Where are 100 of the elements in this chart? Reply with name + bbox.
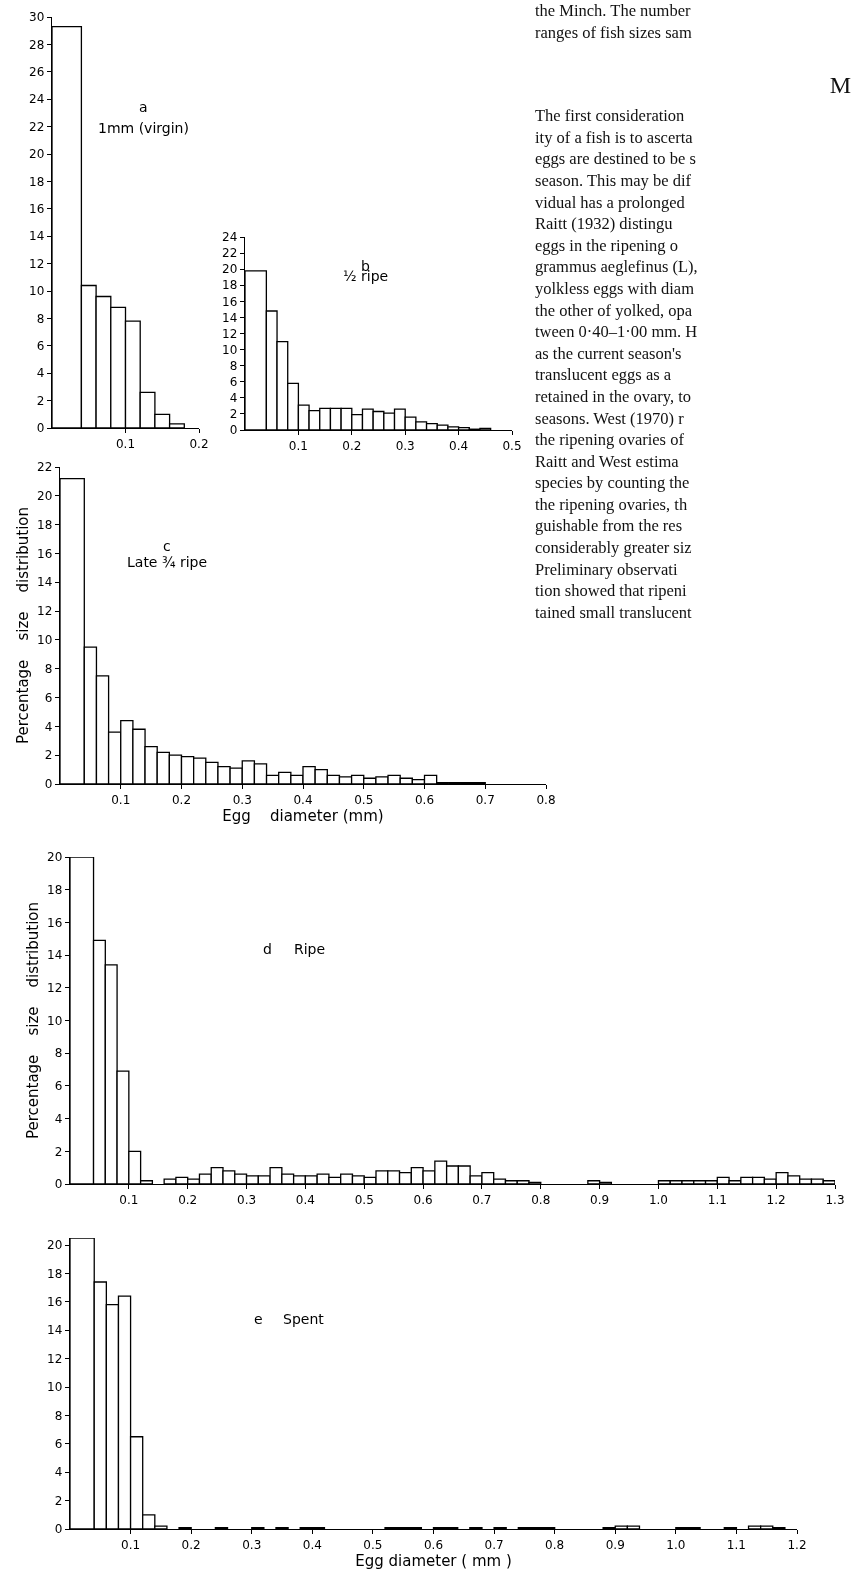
annotation: Raitt and West estima xyxy=(535,450,680,473)
y-tick-label: 20 xyxy=(47,850,63,865)
x-tick-label: 0.3 xyxy=(236,1192,257,1207)
y-tick-label: 16 xyxy=(47,1295,63,1310)
x-tick-label: 0.7 xyxy=(472,1192,492,1207)
annotation: guishable from the res xyxy=(535,515,684,538)
annotation: considerably greater siz xyxy=(535,537,693,559)
y-tick-label: 20 xyxy=(222,262,238,277)
y-tick-label: 10 xyxy=(47,1013,63,1028)
x-tick-label: 0.4 xyxy=(293,792,313,807)
y-tick-label: 24 xyxy=(222,230,238,245)
y-tick-label: 18 xyxy=(222,278,238,293)
y-tick-label: 2 xyxy=(229,407,238,422)
y-tick-label: 10 xyxy=(222,342,238,357)
annotation: Late ¾ ripe xyxy=(127,554,208,570)
annotation: Preliminary observati xyxy=(535,558,679,581)
text: grammus aeglefinus (L), xyxy=(535,256,699,278)
x-tick-label: 0.6 xyxy=(413,1192,433,1207)
y-tick-label: 18 xyxy=(29,174,45,189)
annotation: Ripe xyxy=(294,941,326,957)
x-tick-label: 0.2 xyxy=(181,1537,201,1552)
y-tick-label: 8 xyxy=(54,1046,63,1061)
y-tick-label: 20 xyxy=(37,489,53,504)
y-tick-label: 16 xyxy=(37,546,53,561)
text: vidual has a prolonged xyxy=(535,191,686,214)
y-tick-label: 14 xyxy=(47,1323,63,1338)
y-tick-label: 0 xyxy=(54,1177,63,1192)
y-tick-label: 6 xyxy=(44,690,53,705)
annotation: tained small translucent xyxy=(535,601,693,624)
y-tick-label: 14 xyxy=(29,229,45,244)
y-tick-label: 16 xyxy=(222,294,238,309)
text: The first consideration xyxy=(535,105,686,127)
y-tick-label: 18 xyxy=(47,1266,63,1281)
x-tick-label: 0.1 xyxy=(111,792,131,807)
text: season. This may be dif xyxy=(535,169,692,192)
x-tick-label: 0.5 xyxy=(502,438,522,453)
x-tick-label: 0.8 xyxy=(536,792,556,807)
y-tick-label: 8 xyxy=(54,1408,63,1423)
y-tick-label: 16 xyxy=(47,915,63,930)
text: as the current season's xyxy=(535,342,683,365)
y-axis-title: Percentage size distribution xyxy=(14,506,33,745)
y-tick-label: 4 xyxy=(54,1111,63,1126)
y-tick-label: 22 xyxy=(222,246,238,261)
text: translucent eggs as a xyxy=(535,364,673,386)
x-tick-label: 0.7 xyxy=(484,1537,504,1552)
text: the ripening ovaries of xyxy=(535,429,685,451)
x-tick-label: 0.9 xyxy=(605,1537,625,1552)
x-tick-label: 0.6 xyxy=(423,1537,444,1552)
y-tick-label: 12 xyxy=(29,256,45,271)
y-tick-label: 22 xyxy=(37,460,53,475)
x-axis-title: Egg diameter ( mm ) xyxy=(355,1551,512,1570)
y-tick-label: 6 xyxy=(229,374,238,389)
y-tick-label: 12 xyxy=(37,604,53,619)
x-tick-label: 0.2 xyxy=(342,438,362,453)
x-tick-label: 0.8 xyxy=(545,1537,565,1552)
y-tick-label: 4 xyxy=(44,719,53,734)
y-tick-label: 4 xyxy=(36,366,45,381)
y-tick-label: 0 xyxy=(36,421,45,436)
x-tick-label: 0.8 xyxy=(531,1192,551,1207)
text: the other of yolked, opa xyxy=(535,299,694,322)
x-tick-label: 0.1 xyxy=(115,436,136,451)
x-tick-label: 0.9 xyxy=(590,1192,610,1207)
y-tick-label: 2 xyxy=(36,393,45,408)
y-tick-label: 12 xyxy=(47,1351,63,1366)
text: tween 0·40–1·00 mm. H xyxy=(535,321,699,343)
y-tick-label: 2 xyxy=(54,1144,63,1159)
x-tick-label: 1.2 xyxy=(787,1537,807,1552)
y-tick-label: 0 xyxy=(229,423,238,438)
x-tick-label: 0.4 xyxy=(295,1192,315,1207)
x-tick-label: 0.5 xyxy=(354,1192,374,1207)
y-tick-label: 20 xyxy=(29,147,45,162)
y-tick-label: 4 xyxy=(229,391,238,406)
text: ity of a fish is to ascerta xyxy=(535,126,694,149)
y-tick-label: 8 xyxy=(36,311,45,326)
text: the Minch. The number xyxy=(535,0,692,22)
y-tick-label: 26 xyxy=(29,65,45,79)
x-tick-label: 1.0 xyxy=(666,1537,686,1552)
y-tick-label: 10 xyxy=(47,1380,63,1395)
x-tick-label: 1.1 xyxy=(707,1192,727,1207)
y-tick-label: 24 xyxy=(29,92,45,107)
y-tick-label: 22 xyxy=(29,119,45,134)
annotation: e xyxy=(254,1311,263,1327)
x-tick-label: 0.4 xyxy=(449,438,469,453)
x-tick-label: 0.7 xyxy=(475,792,495,807)
y-tick-label: 20 xyxy=(47,1238,63,1253)
y-tick-label: 2 xyxy=(44,748,53,763)
y-tick-label: 8 xyxy=(44,661,53,676)
annotation: 1mm (virgin) xyxy=(98,120,189,136)
text: seasons. West (1970) r xyxy=(535,407,685,430)
text: ranges of fish sizes sam xyxy=(535,21,693,44)
y-tick-label: 0 xyxy=(54,1522,63,1537)
x-tick-label: 1.3 xyxy=(825,1192,845,1207)
annotation: Spent xyxy=(283,1311,325,1327)
y-tick-label: 12 xyxy=(47,981,63,995)
x-tick-label: 0.3 xyxy=(395,438,415,453)
y-tick-label: 6 xyxy=(54,1437,63,1452)
annotation: tion showed that ripeni xyxy=(535,580,688,602)
y-tick-label: 10 xyxy=(29,284,45,299)
x-tick-label: 0.3 xyxy=(242,1537,262,1552)
y-tick-label: 8 xyxy=(229,358,238,373)
